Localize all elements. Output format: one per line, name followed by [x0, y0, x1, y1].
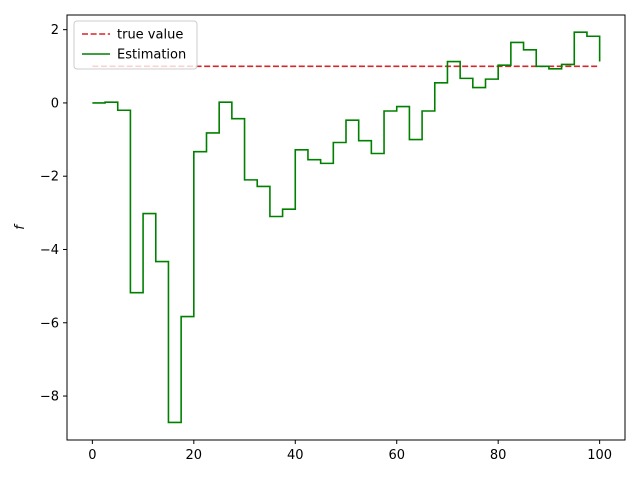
x-tick-label: 20: [186, 448, 203, 463]
y-tick-label: 0: [51, 96, 59, 111]
x-tick-label: 60: [388, 448, 405, 463]
legend-label-true-value: true value: [117, 28, 183, 43]
plot-area: [92, 31, 601, 424]
x-tick-label: 40: [287, 448, 304, 463]
y-axis-label: f: [13, 223, 28, 230]
x-tick-label: 80: [490, 448, 507, 463]
legend-box: [73, 20, 198, 70]
y-tick-label: −4: [40, 243, 59, 258]
series-line-estimation: [92, 31, 601, 424]
y-tick-label: −6: [40, 316, 59, 331]
x-tick-label: 100: [587, 448, 612, 463]
legend-label-estimation: Estimation: [117, 48, 186, 63]
legend: true value Estimation: [73, 20, 198, 70]
y-tick-label: −8: [40, 390, 59, 405]
y-tick-label: 2: [51, 23, 59, 38]
x-axis: 0 20 40 60 80 100: [88, 440, 612, 463]
y-tick-label: −2: [40, 170, 59, 185]
y-axis: −8 −6 −4 −2 0 2: [40, 23, 67, 405]
axes-frame: [66, 14, 626, 441]
x-tick-label: 0: [88, 448, 96, 463]
